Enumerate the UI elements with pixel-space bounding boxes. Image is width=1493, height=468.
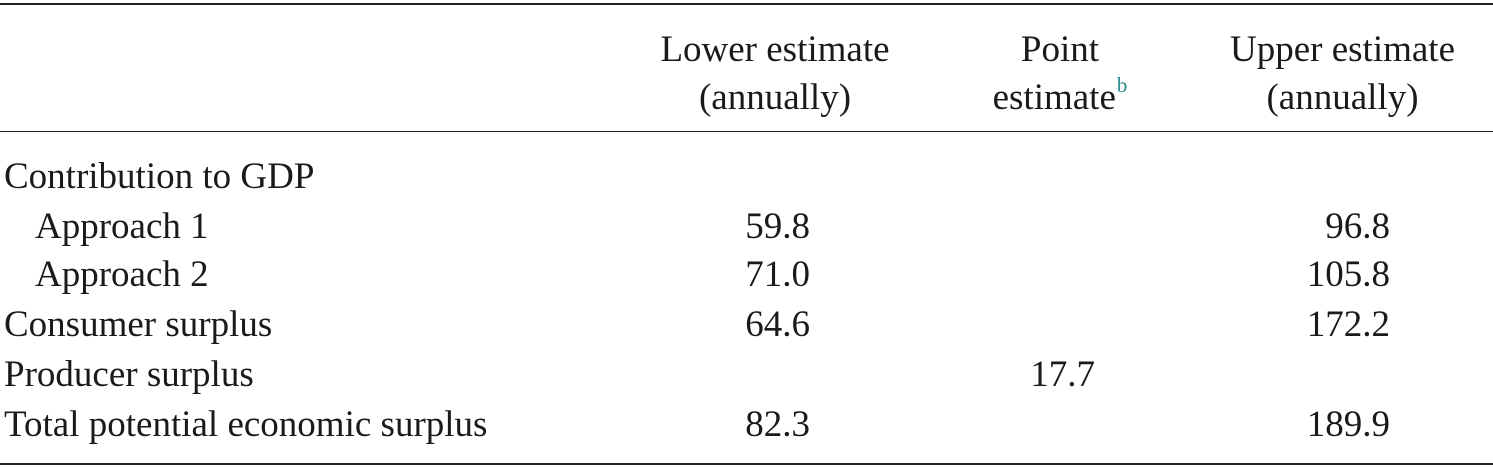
table-row-producer-surplus: Producer surplus 17.7 <box>0 350 1493 400</box>
column-header-point-estimate: Point estimateb <box>965 26 1155 126</box>
cell-lower-estimate: 71.0 <box>745 254 810 295</box>
table-row-approach-2: Approach 2 71.0 105.8 <box>0 250 1493 300</box>
cell-lower-estimate: 59.8 <box>745 206 810 247</box>
cell-upper-estimate: 96.8 <box>1325 206 1390 247</box>
row-label: Total potential economic surplus <box>4 404 488 445</box>
row-label: Approach 1 <box>35 206 209 247</box>
table-row-consumer-surplus: Consumer surplus 64.6 172.2 <box>0 300 1493 350</box>
table-top-rule <box>0 3 1493 5</box>
row-label: Producer surplus <box>4 354 254 395</box>
column-header-lower-estimate: Lower estimate (annually) <box>640 26 910 122</box>
column-header-point-line1: Point <box>1020 29 1100 70</box>
column-header-lower-line1: Lower estimate <box>660 29 890 70</box>
cell-upper-estimate: 105.8 <box>1306 254 1390 295</box>
header-rule <box>0 131 1493 132</box>
row-label: Consumer surplus <box>4 304 273 345</box>
table-row-contribution-to-gdp: Contribution to GDP <box>0 152 1493 202</box>
cell-upper-estimate: 172.2 <box>1306 304 1390 345</box>
cell-lower-estimate: 64.6 <box>745 304 810 345</box>
column-header-upper-estimate: Upper estimate (annually) <box>1200 26 1485 122</box>
row-label: Contribution to GDP <box>4 156 315 197</box>
footnote-marker: b <box>1116 73 1128 97</box>
table-row-approach-1: Approach 1 59.8 96.8 <box>0 202 1493 252</box>
column-header-upper-line1: Upper estimate <box>1230 29 1455 70</box>
column-header-point-line2: estimateb <box>965 73 1155 126</box>
column-header-point-text: estimate <box>992 77 1116 118</box>
cell-lower-estimate: 82.3 <box>745 404 810 445</box>
table-bottom-rule <box>0 463 1493 465</box>
column-header-upper-line2: (annually) <box>1266 77 1419 118</box>
cell-upper-estimate: 189.9 <box>1306 404 1390 445</box>
column-header-lower-line2: (annually) <box>698 77 852 118</box>
row-label: Approach 2 <box>35 254 209 295</box>
table-row-total-potential-economic-surplus: Total potential economic surplus 82.3 18… <box>0 400 1493 450</box>
cell-point-estimate: 17.7 <box>1030 354 1095 395</box>
